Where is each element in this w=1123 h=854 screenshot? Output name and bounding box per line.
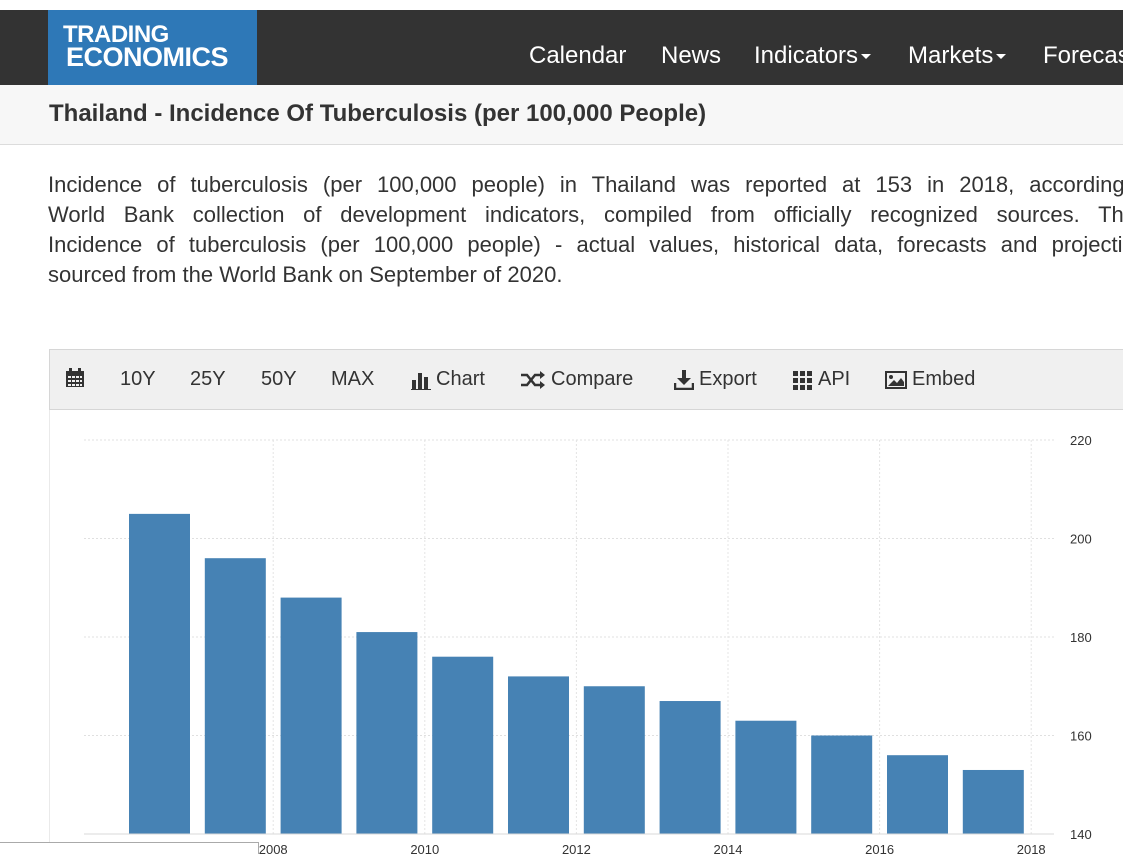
- x-tick-label: 2012: [562, 842, 591, 854]
- calendar-button[interactable]: [65, 368, 90, 388]
- bar-chart-icon: [411, 372, 431, 390]
- bar-2018: [962, 769, 1024, 834]
- bar-2014: [659, 701, 721, 834]
- logo-line-1: TRADING: [63, 21, 169, 48]
- bar-2010: [356, 632, 418, 834]
- bar-2011: [432, 656, 494, 834]
- description-line: World Bank collection of development ind…: [48, 202, 1123, 227]
- bar-2016: [811, 735, 873, 834]
- export-button[interactable]: Export: [674, 368, 757, 391]
- compare-button-label: Compare: [551, 368, 634, 390]
- description-line: Incidence of tuberculosis (per 100,000 p…: [48, 172, 1123, 197]
- chart-area: 140 160 180 200 220 2008 2010 2012 2014 2016 2018: [49, 410, 1123, 854]
- x-tick-label: 2016: [865, 842, 894, 854]
- bar-2009: [280, 597, 342, 834]
- range-50y-button[interactable]: 50Y: [261, 368, 297, 390]
- chevron-down-icon: [996, 54, 1007, 60]
- grid-icon: [793, 370, 812, 390]
- y-tick-label: 180: [1070, 630, 1092, 645]
- range-max-button[interactable]: MAX: [331, 368, 375, 390]
- nav-indicators-label: Indicators: [754, 42, 859, 69]
- chevron-down-icon: [861, 54, 872, 60]
- bar-chart: 140 160 180 200 220 2008 2010 2012 2014 2016 2018: [84, 433, 1092, 854]
- logo-line-2: ECONOMICS: [66, 42, 229, 72]
- y-tick-label: 140: [1070, 827, 1092, 842]
- x-tick-label: 2014: [714, 842, 743, 854]
- page-title: Thailand - Incidence Of Tuberculosis (pe…: [49, 100, 707, 127]
- chart-toolbar: [49, 349, 1123, 410]
- nav-forecast-label: Forecas: [1043, 42, 1123, 69]
- nav-news[interactable]: News: [661, 42, 721, 70]
- bottom-overlay-box: [0, 842, 259, 854]
- embed-button-label: Embed: [912, 368, 976, 390]
- description-line: Incidence of tuberculosis (per 100,000 p…: [48, 232, 1123, 257]
- bar-2013: [583, 686, 645, 834]
- chart-button-label: Chart: [436, 368, 485, 390]
- image-icon: [885, 370, 907, 389]
- nav-markets-label: Markets: [908, 42, 994, 69]
- shuffle-icon: [521, 370, 545, 389]
- bar-2007: [129, 513, 190, 834]
- nav-calendar[interactable]: Calendar: [529, 42, 626, 70]
- api-button-label: API: [818, 368, 851, 390]
- x-tick-label: 2008: [259, 842, 288, 854]
- embed-button[interactable]: Embed: [885, 368, 975, 391]
- compare-button[interactable]: Compare: [520, 368, 633, 391]
- nav-news-label: News: [661, 42, 722, 69]
- bar-2015: [735, 720, 797, 834]
- top-edge: [0, 0, 1123, 10]
- nav-markets[interactable]: Markets: [908, 42, 1007, 70]
- export-button-label: Export: [699, 368, 757, 390]
- title-bar: [0, 85, 1123, 145]
- api-button[interactable]: API: [793, 368, 850, 391]
- y-tick-label: 160: [1070, 729, 1092, 744]
- description: Incidence of tuberculosis (per 100,000 p…: [48, 170, 1123, 295]
- x-tick-label: 2018: [1017, 842, 1046, 854]
- range-10y-button[interactable]: 10Y: [120, 368, 156, 390]
- download-icon: [674, 369, 694, 390]
- nav-forecast[interactable]: Forecas: [1043, 42, 1123, 70]
- trading-economics-logo[interactable]: TRADING ECONOMICS: [48, 10, 257, 85]
- range-25y-button[interactable]: 25Y: [190, 368, 226, 390]
- nav-indicators[interactable]: Indicators: [754, 42, 872, 70]
- calendar-icon: [66, 368, 84, 387]
- chart-button[interactable]: Chart: [411, 368, 485, 391]
- y-tick-label: 220: [1070, 433, 1092, 448]
- bar-2008: [204, 558, 266, 834]
- bar-2017: [887, 755, 948, 834]
- description-line: sourced from the World Bank on September…: [48, 262, 563, 287]
- x-tick-label: 2010: [410, 842, 439, 854]
- bar-2012: [508, 676, 569, 834]
- nav-calendar-label: Calendar: [529, 42, 627, 69]
- y-tick-label: 200: [1070, 532, 1092, 547]
